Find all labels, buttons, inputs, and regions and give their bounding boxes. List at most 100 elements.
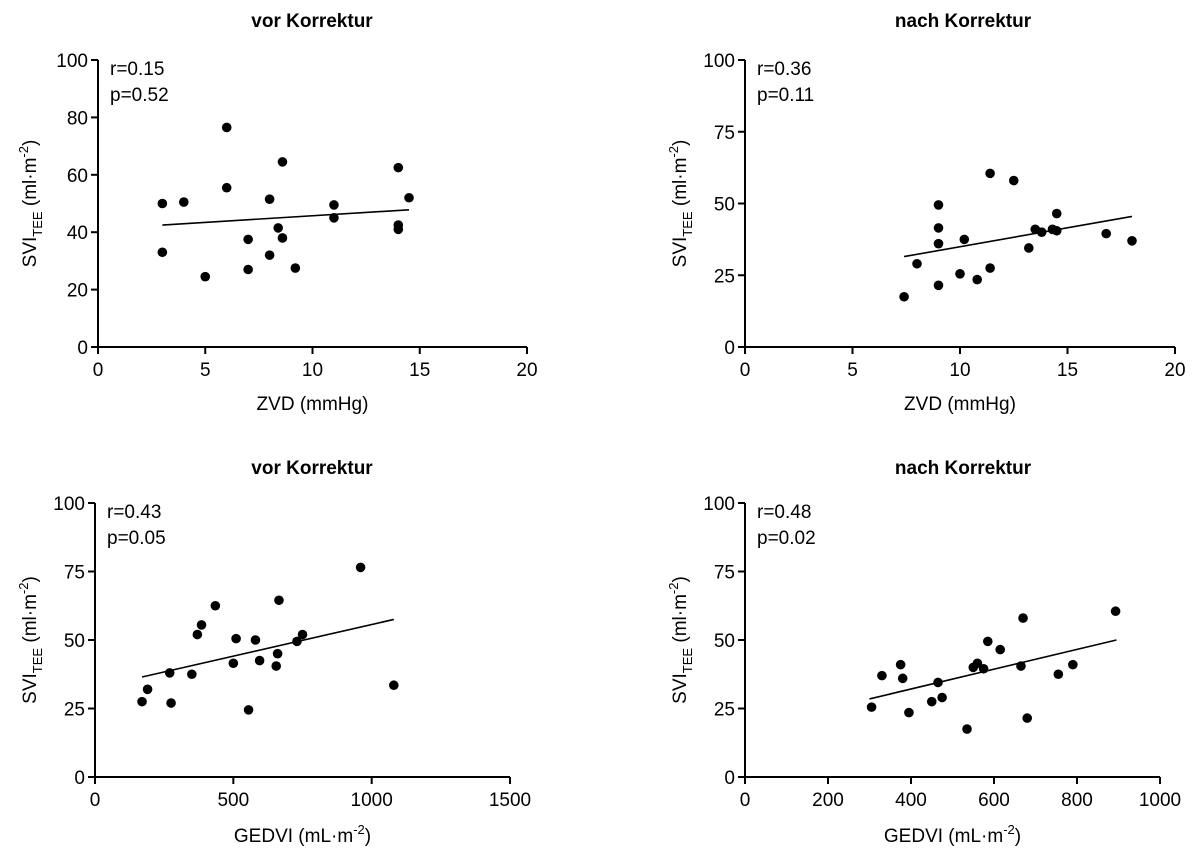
data-point <box>179 197 189 207</box>
data-point <box>1068 659 1078 670</box>
stat-r-value: r=0.43 <box>107 502 161 523</box>
data-point <box>250 635 261 645</box>
data-point <box>210 600 221 611</box>
data-point <box>1051 225 1062 236</box>
data-point <box>937 692 947 703</box>
regression-line <box>162 209 410 226</box>
data-point <box>995 644 1006 655</box>
y-tick-label: 100 <box>56 51 88 72</box>
data-point <box>1018 613 1028 623</box>
data-point <box>866 702 877 712</box>
data-point <box>982 636 993 647</box>
x-tick-label: 0 <box>90 790 101 811</box>
x-tick-label: 0 <box>740 360 751 381</box>
data-point <box>243 264 253 275</box>
data-point <box>221 122 232 133</box>
data-point <box>933 200 944 210</box>
data-point <box>962 724 972 734</box>
data-point <box>904 707 914 718</box>
y-tick-label: 50 <box>714 631 735 652</box>
data-point <box>1008 175 1019 186</box>
y-tick-label: 0 <box>724 768 735 789</box>
data-point <box>329 213 339 223</box>
stat-p-value: p=0.11 <box>757 85 814 106</box>
x-tick-label: 0 <box>93 360 104 381</box>
x-tick-label: 10 <box>302 360 323 381</box>
y-tick-label: 75 <box>714 123 735 144</box>
y-tick-label: 25 <box>714 700 735 721</box>
data-point <box>264 194 275 204</box>
data-point <box>228 658 239 669</box>
y-tick-label: 25 <box>64 700 85 721</box>
data-point <box>1024 243 1034 253</box>
data-point <box>933 223 944 233</box>
chart-panel-gedvi-vor: vor Korrektur 0 500 1000 1500 0 25 50 75 100 GEDVI… <box>16 458 531 847</box>
data-point <box>290 263 301 273</box>
y-axis-label: SVITEE (ml·m-2) <box>16 140 45 268</box>
data-point <box>955 269 965 279</box>
y-tick-label: 100 <box>703 51 735 72</box>
x-tick-label: 200 <box>812 790 844 811</box>
data-point <box>389 680 399 691</box>
data-point <box>187 669 197 680</box>
x-axis-label: ZVD (mmHg) <box>904 394 1016 415</box>
data-point <box>972 658 983 669</box>
x-tick-label: 800 <box>1061 790 1093 811</box>
data-point <box>1127 236 1137 246</box>
y-tick-label: 25 <box>714 266 735 287</box>
data-point <box>277 157 288 167</box>
x-axis-label: GEDVI (mL·m-2) <box>234 822 371 847</box>
data-point <box>933 280 944 291</box>
data-point <box>985 263 995 273</box>
data-point <box>137 696 147 707</box>
data-point <box>959 234 970 245</box>
data-point <box>972 274 982 285</box>
data-point <box>1051 208 1062 219</box>
y-tick-label: 40 <box>67 223 88 244</box>
data-point <box>264 250 275 260</box>
y-tick-label: 75 <box>64 563 85 584</box>
data-point <box>166 698 176 708</box>
x-tick-label: 15 <box>1057 360 1078 381</box>
stat-r-value: r=0.15 <box>110 59 164 80</box>
stat-p-value: p=0.52 <box>110 85 169 106</box>
x-tick-label: 5 <box>847 360 858 381</box>
data-point <box>271 661 282 671</box>
data-point <box>196 620 207 630</box>
data-point <box>978 663 989 674</box>
y-tick-label: 100 <box>703 494 735 515</box>
x-tick-label: 20 <box>516 360 537 381</box>
y-tick-label: 50 <box>64 631 85 652</box>
x-tick-label: 1000 <box>351 790 393 811</box>
data-point <box>393 162 404 173</box>
data-point <box>192 629 203 640</box>
data-point <box>897 673 908 684</box>
data-point <box>157 198 168 209</box>
data-point <box>277 233 288 243</box>
data-point <box>231 633 241 644</box>
chart-title: nach Korrektur <box>895 11 1032 32</box>
data-point <box>1036 227 1047 237</box>
data-point <box>393 224 404 235</box>
chart-title: nach Korrektur <box>895 458 1032 479</box>
x-tick-label: 0 <box>740 790 751 811</box>
chart-panel-zvd-nach: nach Korrektur 0 5 10 15 20 0 25 50 75 100 ZVD (mmH… <box>666 11 1186 415</box>
data-point <box>404 192 414 203</box>
data-point <box>933 677 943 688</box>
y-tick-label: 20 <box>67 281 88 302</box>
stat-p-value: p=0.02 <box>757 528 816 549</box>
data-point <box>142 684 153 695</box>
y-tick-label: 50 <box>714 195 735 216</box>
data-point <box>254 655 265 666</box>
chart-panel-zvd-vor: vor Korrektur 0 5 10 15 20 0 20 40 60 80 100 ZVD (mm… <box>16 11 538 415</box>
data-point <box>297 629 308 640</box>
data-point <box>200 271 211 282</box>
data-point <box>895 659 906 670</box>
x-tick-label: 400 <box>895 790 927 811</box>
data-point <box>164 668 175 678</box>
y-tick-label: 0 <box>77 338 88 359</box>
x-axis-label: GEDVI (mL·m-2) <box>884 822 1021 847</box>
data-point <box>985 168 995 179</box>
regression-line <box>141 618 394 678</box>
stat-r-value: r=0.36 <box>757 59 811 80</box>
